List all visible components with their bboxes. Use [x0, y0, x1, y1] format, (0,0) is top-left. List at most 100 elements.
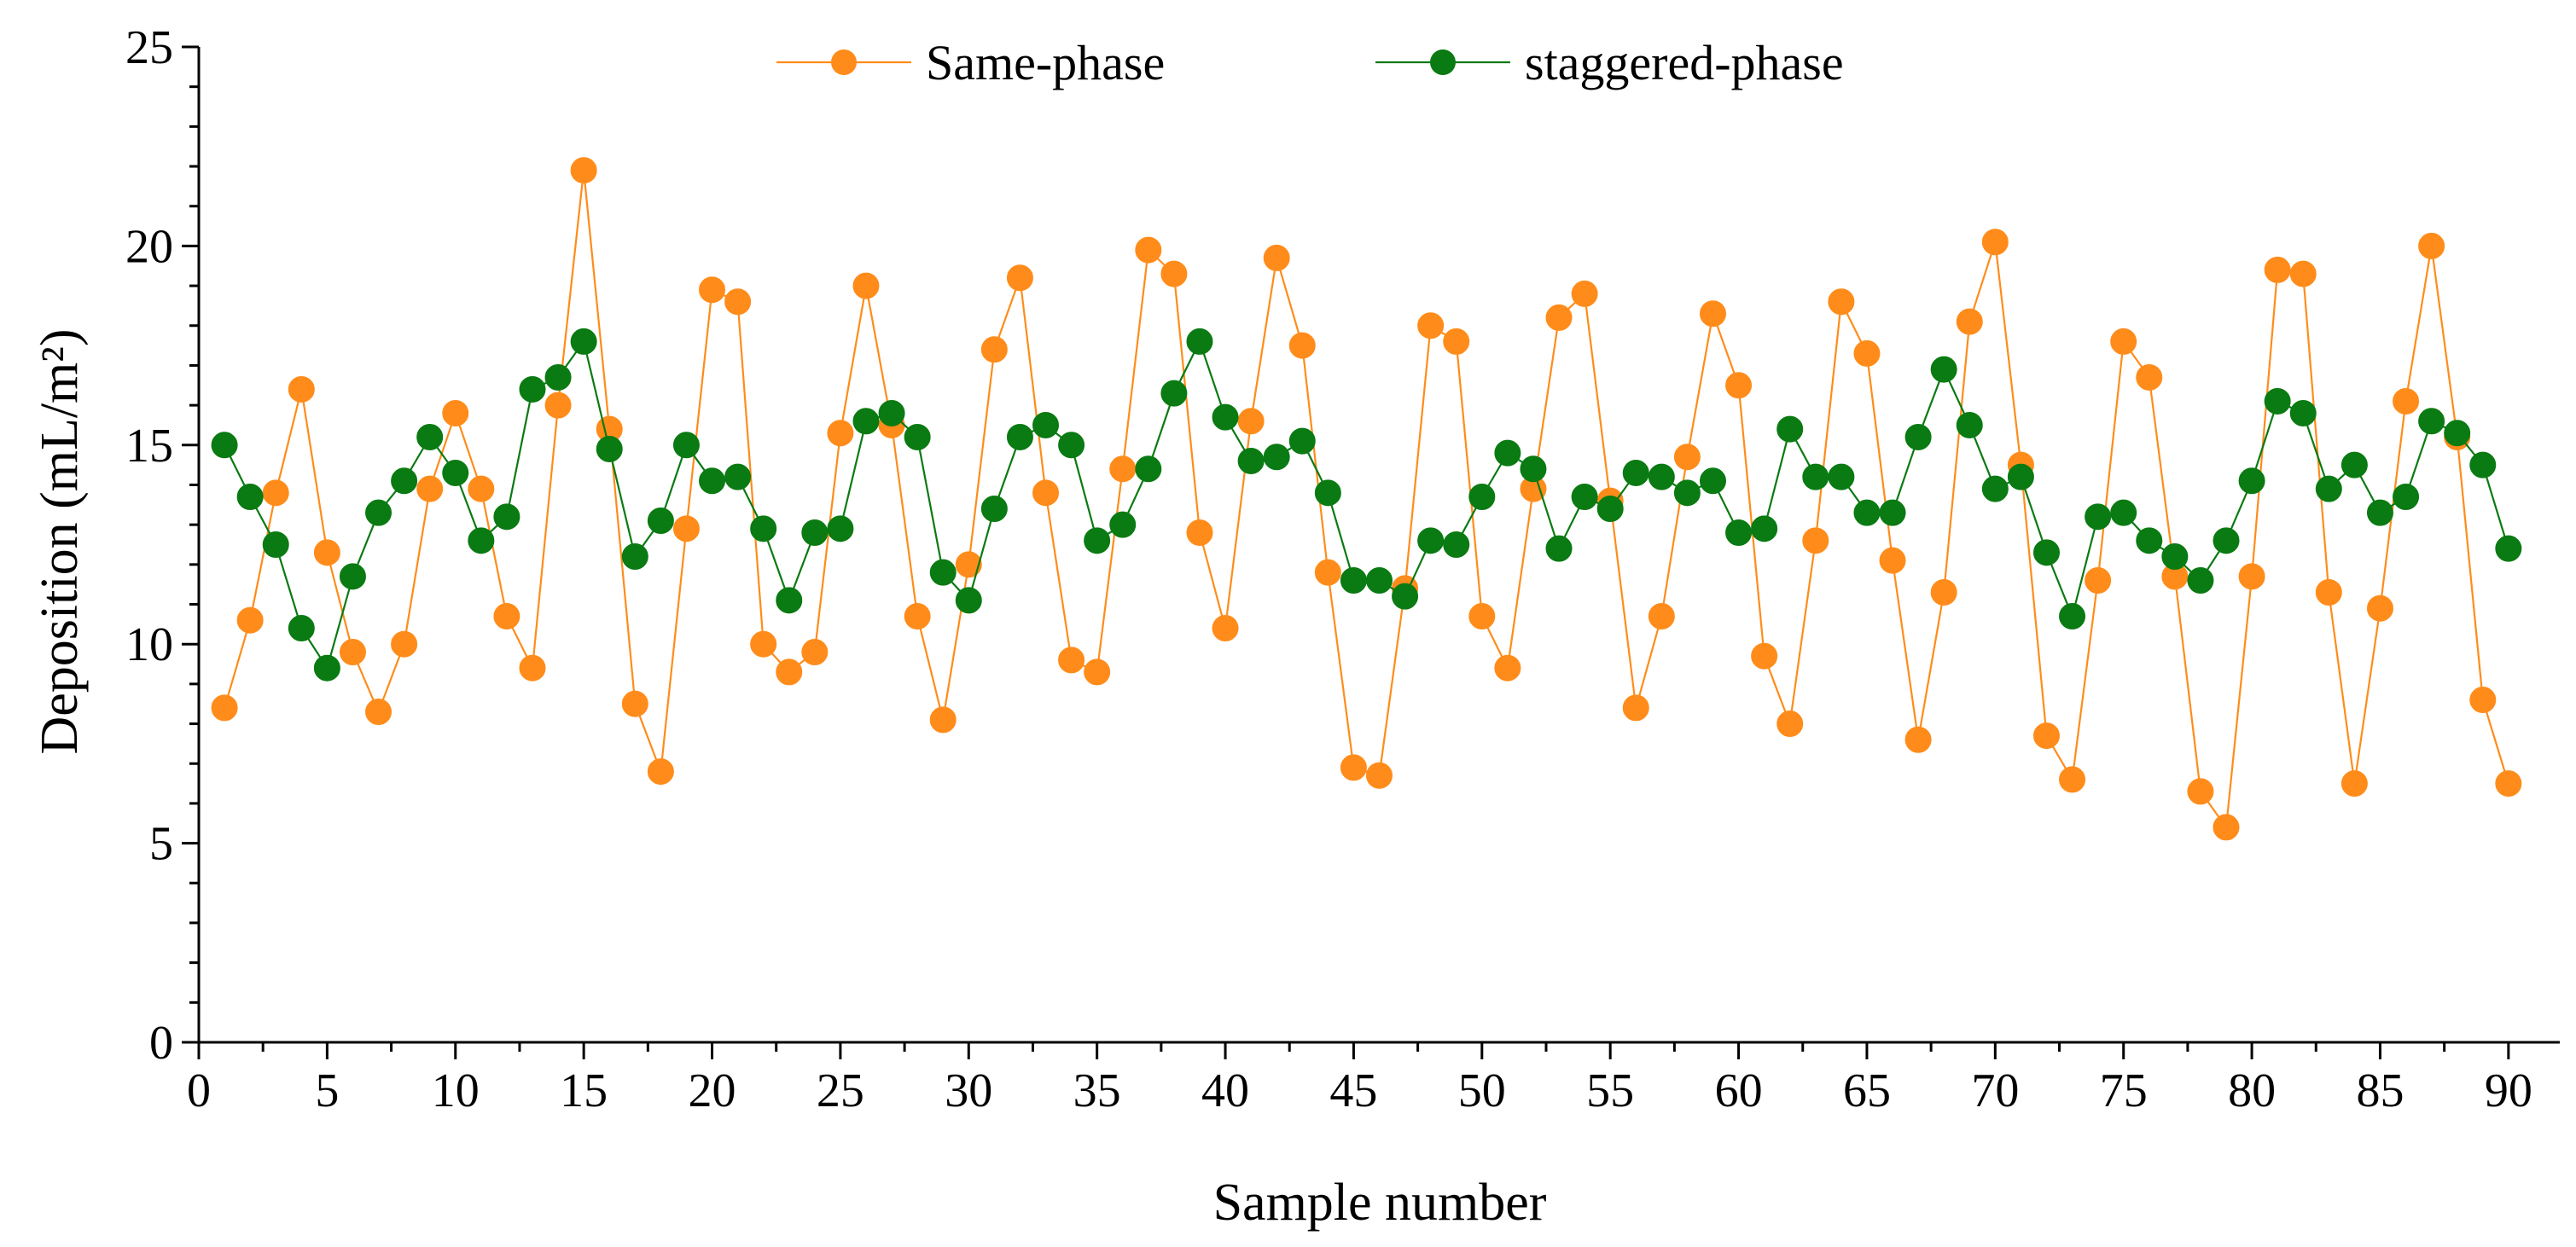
data-point-staggered-phase	[2238, 467, 2265, 495]
legend-marker-same-phase	[831, 49, 857, 75]
data-point-staggered-phase	[1879, 499, 1906, 526]
data-point-same-phase	[1930, 579, 1957, 606]
data-point-staggered-phase	[1366, 567, 1393, 594]
data-point-same-phase	[2264, 256, 2291, 283]
data-point-staggered-phase	[724, 463, 752, 490]
data-point-same-phase	[1160, 260, 1188, 287]
data-point-same-phase	[2136, 363, 2163, 391]
data-point-same-phase	[1956, 308, 1983, 335]
data-point-staggered-phase	[262, 531, 289, 558]
data-point-staggered-phase	[1392, 583, 1419, 610]
data-point-same-phase	[2032, 722, 2060, 750]
data-point-staggered-phase	[2393, 483, 2420, 510]
data-point-same-phase	[1084, 658, 1111, 686]
legend-item-staggered-phase: staggered-phase	[1375, 35, 1844, 90]
series-staggered-phase	[211, 328, 2522, 682]
data-point-staggered-phase	[1084, 527, 1111, 554]
series-line-same-phase	[224, 170, 2509, 830]
data-point-same-phase	[1237, 408, 1265, 435]
x-tick-label: 40	[1201, 1064, 1249, 1117]
x-tick-label: 5	[315, 1064, 339, 1117]
data-point-same-phase	[570, 157, 597, 184]
data-point-same-phase	[262, 479, 289, 507]
data-point-same-phase	[1186, 519, 1213, 546]
data-point-staggered-phase	[1956, 411, 1983, 438]
data-point-staggered-phase	[1828, 463, 1855, 490]
data-point-same-phase	[980, 336, 1008, 363]
data-point-staggered-phase	[852, 408, 880, 435]
data-point-staggered-phase	[468, 527, 495, 554]
data-point-same-phase	[750, 630, 777, 658]
data-point-staggered-phase	[2161, 543, 2189, 571]
data-point-staggered-phase	[955, 587, 982, 614]
data-point-staggered-phase	[1776, 415, 1804, 443]
data-point-same-phase	[1288, 332, 1316, 359]
data-point-staggered-phase	[1673, 479, 1701, 507]
axes: 0 5 10 15 20 25 30 35 40 45 50 55 60 65 70 75 80 85 90 0 5 10…	[125, 21, 2560, 1117]
data-point-staggered-phase	[570, 328, 597, 355]
data-point-same-phase	[1032, 479, 1060, 507]
data-point-staggered-phase	[2340, 451, 2368, 478]
data-point-same-phase	[2110, 328, 2137, 355]
data-point-same-phase	[1751, 642, 1778, 670]
series-same-phase	[211, 157, 2522, 841]
data-point-staggered-phase	[1058, 432, 1085, 459]
data-point-same-phase	[2469, 687, 2497, 714]
data-point-staggered-phase	[1237, 447, 1265, 474]
data-point-staggered-phase	[2213, 527, 2240, 554]
legend-label-staggered-phase: staggered-phase	[1525, 35, 1844, 90]
data-point-same-phase	[827, 420, 854, 447]
data-point-staggered-phase	[2315, 475, 2342, 502]
y-axis-title: Deposition (mL/m²)	[31, 328, 89, 754]
data-point-same-phase	[1545, 304, 1573, 331]
data-point-same-phase	[1417, 312, 1445, 339]
data-point-staggered-phase	[416, 423, 444, 450]
data-point-same-phase	[313, 539, 340, 566]
data-point-staggered-phase	[647, 507, 674, 534]
data-point-staggered-phase	[1006, 423, 1033, 450]
data-point-same-phase	[621, 690, 648, 717]
data-point-same-phase	[1135, 236, 1162, 264]
data-point-same-phase	[1109, 455, 1137, 483]
data-point-same-phase	[647, 758, 674, 786]
data-point-staggered-phase	[2059, 603, 2086, 630]
data-point-same-phase	[442, 399, 469, 426]
data-point-staggered-phase	[1930, 356, 1957, 383]
data-point-same-phase	[2315, 579, 2342, 606]
data-point-same-phase	[468, 475, 495, 502]
data-point-same-phase	[1802, 527, 1829, 554]
data-point-same-phase	[2393, 387, 2420, 415]
data-point-staggered-phase	[211, 432, 238, 459]
data-point-same-phase	[2340, 770, 2368, 798]
data-point-same-phase	[1263, 244, 1290, 271]
data-point-staggered-phase	[2032, 539, 2060, 566]
data-point-staggered-phase	[236, 483, 264, 510]
data-point-same-phase	[1058, 647, 1085, 674]
data-point-same-phase	[236, 606, 264, 634]
y-tick-label: 0	[149, 1017, 173, 1070]
legend-item-same-phase: Same-phase	[776, 35, 1165, 90]
data-point-same-phase	[724, 288, 752, 316]
x-tick-label: 80	[2228, 1064, 2276, 1117]
data-point-same-phase	[1314, 559, 1341, 586]
data-point-same-phase	[1699, 300, 1726, 328]
data-point-same-phase	[2085, 567, 2112, 594]
data-point-staggered-phase	[1263, 444, 1290, 471]
data-point-staggered-phase	[827, 515, 854, 542]
data-point-staggered-phase	[1032, 411, 1060, 438]
data-point-staggered-phase	[2495, 535, 2522, 562]
data-point-staggered-phase	[1186, 328, 1213, 355]
y-tick-label: 10	[125, 618, 173, 671]
data-point-same-phase	[672, 515, 700, 542]
x-tick-label: 90	[2485, 1064, 2532, 1117]
data-point-same-phase	[1468, 603, 1496, 630]
data-point-same-phase	[1571, 280, 1598, 307]
data-point-staggered-phase	[699, 467, 726, 495]
data-point-same-phase	[955, 551, 982, 578]
data-point-same-phase	[2187, 778, 2214, 805]
data-point-same-phase	[1725, 372, 1753, 399]
data-point-same-phase	[339, 639, 366, 666]
data-point-staggered-phase	[750, 515, 777, 542]
data-point-staggered-phase	[904, 423, 931, 450]
